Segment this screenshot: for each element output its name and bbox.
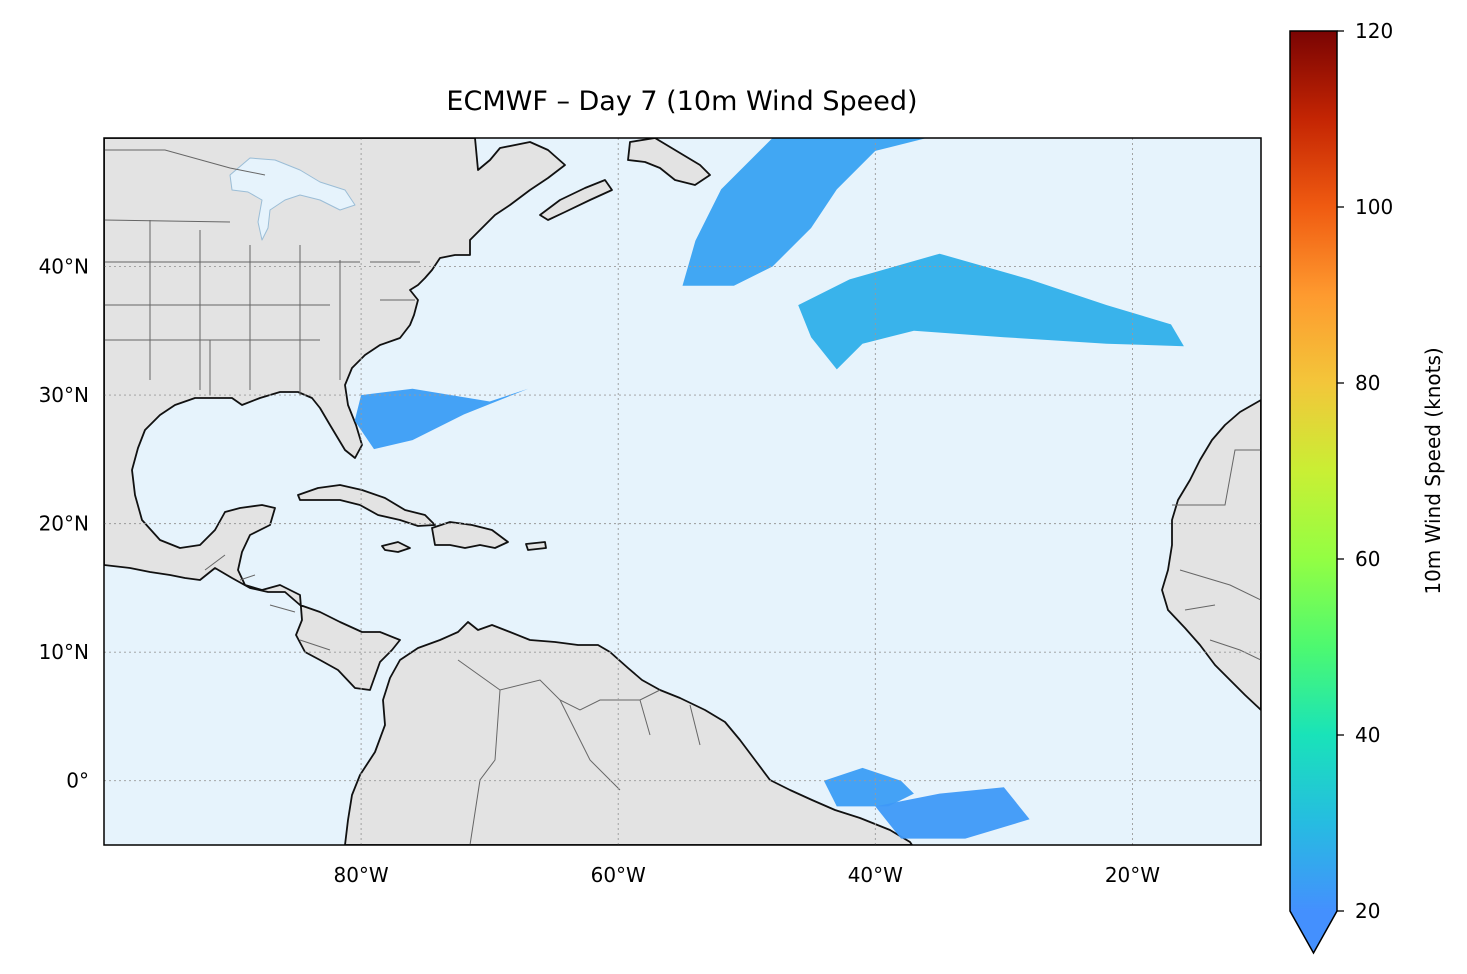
us-state-lines [104,219,420,395]
colorbar-ticks: 20 40 60 80 100 120 [1337,19,1393,923]
lat-tick-label: 0° [66,769,89,793]
lon-tick-label: 60°W [591,863,646,887]
map-frame [103,137,1262,846]
colorbar-tick-label: 80 [1355,371,1380,395]
lat-tick-label: 30°N [39,383,89,407]
cuba [297,484,436,527]
north-america-landmass [104,138,566,691]
lat-tick-label: 40°N [39,255,89,279]
lat-tick-label: 10°N [39,640,89,664]
wind-speed-field [354,138,1184,839]
colorbar-gradient [1290,31,1337,911]
colorbar-tick-label: 120 [1355,19,1393,43]
great-lakes [229,157,356,241]
central-america-borders [204,554,331,651]
africa-borders [1172,449,1261,661]
canada-us-border [104,149,266,176]
south-america-landmass [344,621,913,845]
political-borders [104,149,1261,845]
jamaica [381,541,411,553]
nova-scotia [539,179,613,221]
lat-tick-label: 20°N [39,512,89,536]
land-masses [104,138,1261,845]
lon-tick-label: 20°W [1105,863,1160,887]
map-area [104,138,1261,845]
south-america-borders [457,659,701,845]
colorbar: 20 40 60 80 100 120 10m Wind Speed (knots) [1289,19,1445,955]
colorbar-tick-label: 60 [1355,547,1380,571]
wind-region-5 [875,787,1030,839]
africa-landmass [1161,399,1261,711]
longitude-tick-labels: 80°W 60°W 40°W 20°W [333,863,1160,887]
colorbar-label: 10m Wind Speed (knots) [1421,347,1445,594]
colorbar-tick-label: 40 [1355,723,1380,747]
colorbar-tick-label: 20 [1355,899,1380,923]
latitude-tick-labels: 40°N 30°N 20°N 10°N 0° [39,255,89,793]
newfoundland [627,138,711,186]
colorbar-outline [1289,30,1338,955]
puerto-rico [525,541,547,551]
wind-region-3 [354,388,529,450]
wind-region-2 [798,253,1184,370]
lon-tick-label: 80°W [333,863,388,887]
colorbar-tick-label: 100 [1355,195,1393,219]
wind-region-4 [823,767,914,807]
figure-title: ECMWF – Day 7 (10m Wind Speed) [446,86,917,117]
wind-region-1 [682,138,927,286]
lon-tick-label: 40°W [848,863,903,887]
colorbar-extend-min-triangle [1290,911,1337,953]
